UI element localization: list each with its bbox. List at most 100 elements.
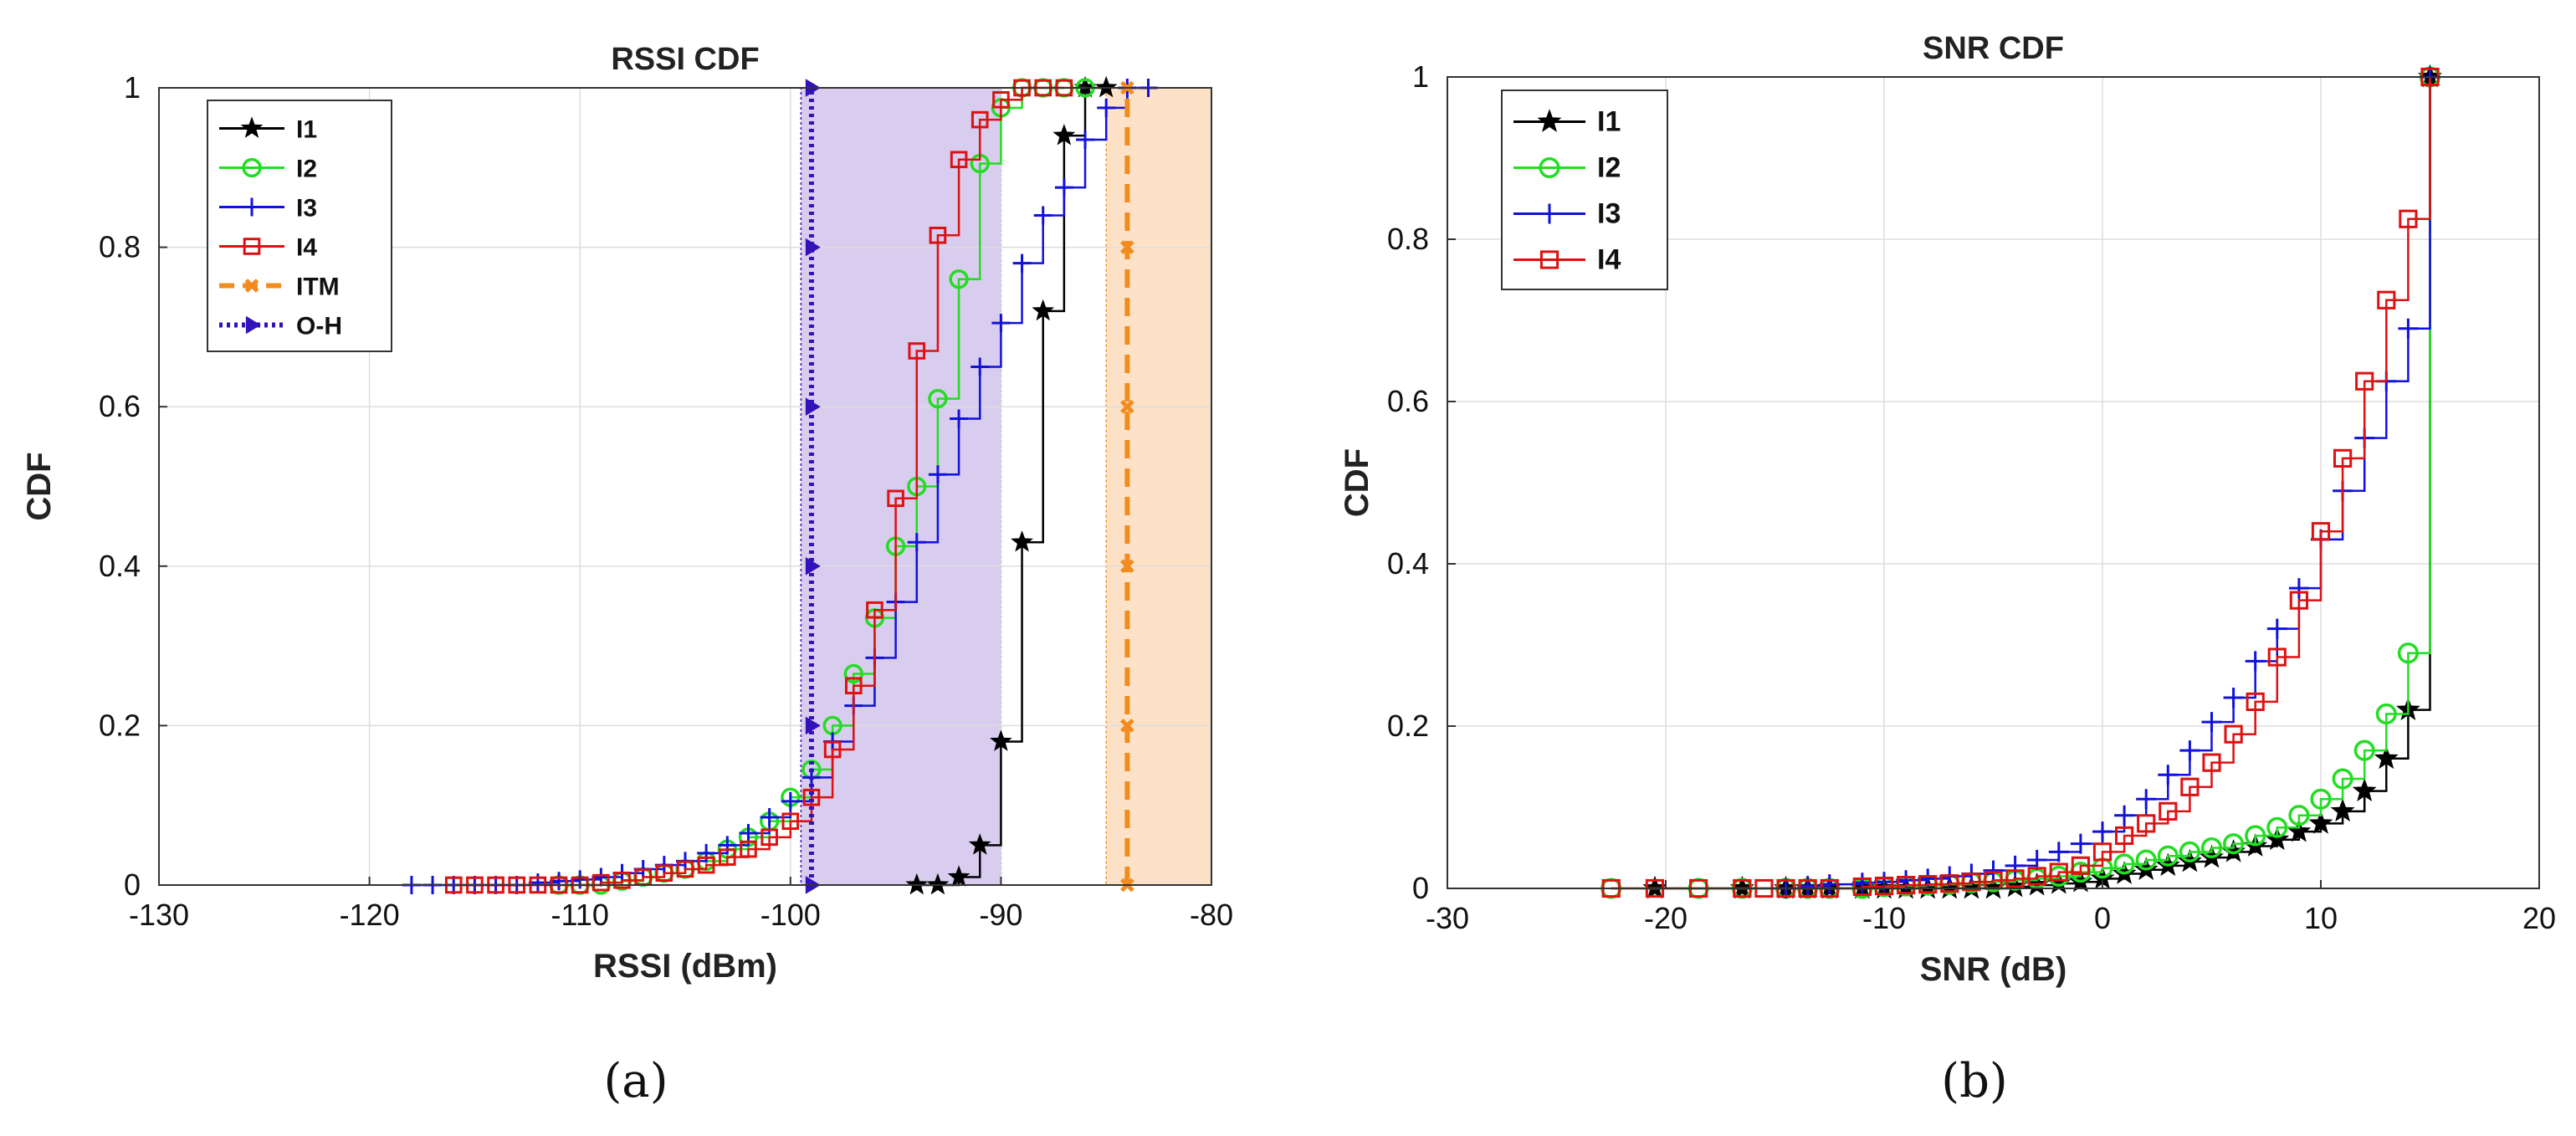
data-point-i4 xyxy=(2115,826,2134,846)
data-point-i2 xyxy=(2397,642,2419,664)
axes-box xyxy=(158,87,1212,886)
x-tick-label: 10 xyxy=(2304,901,2338,935)
data-point-i4 xyxy=(2289,591,2309,610)
y-tick-label: 0.6 xyxy=(99,389,141,423)
y-tick-label: 0.4 xyxy=(99,549,141,583)
data-point-i4 xyxy=(2355,371,2374,391)
data-point-i4 xyxy=(2027,867,2046,886)
y-tick-label: 1 xyxy=(124,70,141,105)
data-point-i4 xyxy=(929,227,947,244)
data-point-itm xyxy=(1119,559,1134,574)
legend-marker-i1 xyxy=(1537,109,1562,132)
data-point-i4 xyxy=(1918,875,1938,894)
legend-box xyxy=(207,100,392,352)
series-itm xyxy=(1119,80,1134,893)
data-point-i3 xyxy=(2136,789,2157,810)
legend-marker-o-h xyxy=(245,315,261,335)
data-point-itm xyxy=(1119,719,1134,733)
data-point-i1 xyxy=(2308,811,2333,834)
x-tick-label: -130 xyxy=(129,898,189,932)
data-point-i3 xyxy=(2048,842,2069,862)
y-tick-label: 1 xyxy=(1412,59,1429,94)
data-point-i4 xyxy=(2005,869,2025,888)
data-point-i3 xyxy=(781,791,800,811)
legend-label-i3: I3 xyxy=(296,195,317,223)
data-point-i1 xyxy=(2352,778,2377,801)
x-tick-label: 20 xyxy=(2522,901,2556,935)
data-point-i2 xyxy=(843,663,863,684)
data-point-i4 xyxy=(887,489,904,508)
legend-marker-itm xyxy=(244,279,259,293)
data-point-i3 xyxy=(2201,712,2222,733)
data-point-i1 xyxy=(1094,75,1118,98)
data-point-i3 xyxy=(928,465,947,484)
y-tick-label: 0.2 xyxy=(1387,709,1429,743)
data-point-i3 xyxy=(2026,850,2047,871)
data-point-i4 xyxy=(802,788,821,806)
data-point-i4 xyxy=(781,812,800,831)
data-point-i4 xyxy=(592,873,610,892)
data-point-i4 xyxy=(844,677,863,695)
data-point-i3 xyxy=(907,533,926,552)
x-tick-label: -80 xyxy=(1190,898,1233,932)
data-point-i3 xyxy=(2398,318,2419,339)
legend-marker-i2 xyxy=(1539,156,1560,179)
axes-box xyxy=(1447,76,2540,889)
data-point-i2 xyxy=(2245,825,2266,847)
data-point-i2 xyxy=(928,389,948,409)
data-point-i1 xyxy=(990,729,1012,751)
x-axis-label: SNR (dB) xyxy=(1920,951,2067,988)
x-tick-label: -30 xyxy=(1426,901,1469,935)
data-point-i2 xyxy=(2135,849,2157,871)
legend-label-itm: ITM xyxy=(296,274,340,301)
data-point-i4 xyxy=(2092,842,2113,862)
data-point-i3 xyxy=(950,409,969,428)
data-point-i4 xyxy=(2071,856,2090,875)
data-point-i3 xyxy=(1054,178,1073,197)
data-point-i3 xyxy=(697,843,716,862)
legend-label-i3: I3 xyxy=(1597,198,1621,230)
data-point-i2 xyxy=(949,269,969,289)
data-point-i4 xyxy=(613,871,631,889)
data-point-i2 xyxy=(2332,768,2353,790)
legend-box xyxy=(1501,90,1668,290)
data-point-i4 xyxy=(2246,692,2265,711)
legend-label-o-h: O-H xyxy=(296,313,342,340)
data-point-i4 xyxy=(1897,876,1916,895)
data-point-i3 xyxy=(2114,805,2135,826)
data-point-i4 xyxy=(2377,290,2396,310)
data-point-i3 xyxy=(970,357,990,376)
data-point-i3 xyxy=(1012,253,1032,273)
data-point-i3 xyxy=(718,836,737,855)
data-point-i3 xyxy=(2179,740,2200,761)
y-tick-label: 0 xyxy=(124,867,141,902)
snr-cdf-chart: -30 -20 -10 0 10 20 0 0.2 0.4 0.6 0.8 1 SNR CDF SNR (… xyxy=(1339,31,2556,988)
data-point-i1 xyxy=(1011,530,1033,552)
x-tick-label: 0 xyxy=(2094,901,2111,935)
data-point-i3 xyxy=(760,807,779,826)
x-tick-label: -120 xyxy=(340,898,400,932)
y-tick-label: 0.8 xyxy=(1387,222,1429,256)
data-point-i4 xyxy=(2311,522,2331,541)
data-point-i4 xyxy=(1852,877,1872,897)
caption-b: (b) xyxy=(1941,1054,2008,1108)
legend-marker-i3 xyxy=(243,197,261,217)
data-point-i3 xyxy=(2158,765,2179,785)
rssi-cdf-chart: -130 -120 -110 -100 -90 -80 0 0.2 0.4 0.6 0.8 1 RSSI… xyxy=(21,42,1233,985)
data-point-itm xyxy=(1119,240,1134,254)
data-point-i4 xyxy=(1940,874,1959,893)
data-point-i4 xyxy=(2159,801,2178,821)
legend-label-i2: I2 xyxy=(296,156,317,183)
legend-label-i4: I4 xyxy=(296,234,317,262)
legend-marker-i4 xyxy=(1539,250,1559,269)
data-point-i3 xyxy=(2245,651,2266,672)
data-point-i4 xyxy=(970,110,989,129)
data-point-i3 xyxy=(1819,874,1840,895)
data-point-i4 xyxy=(823,740,842,759)
shaded-region-o-h xyxy=(800,87,1002,886)
data-point-i4 xyxy=(866,601,883,619)
data-point-i1 xyxy=(1032,299,1055,321)
data-point-i2 xyxy=(2288,805,2310,826)
data-point-i1 xyxy=(947,865,970,887)
